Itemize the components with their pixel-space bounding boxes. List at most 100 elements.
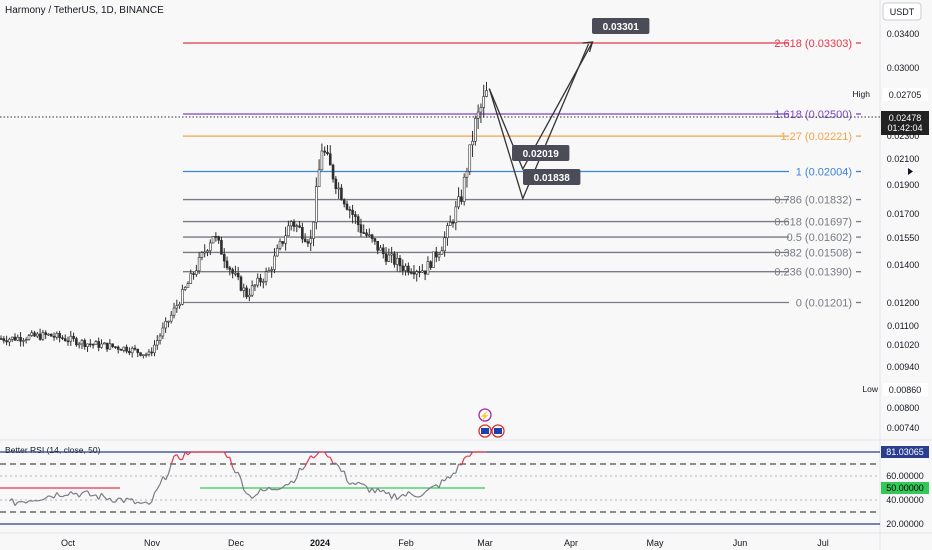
rsi-line-segment [282, 484, 287, 488]
projection-label-box [512, 145, 570, 161]
rsi-line-segment [170, 455, 175, 465]
candle-body [387, 254, 391, 262]
candle-body [390, 253, 393, 256]
fib-level-label: 0.5 (0.01602) [787, 232, 852, 244]
rsi-line-segment [181, 451, 186, 460]
rsi-line-segment [240, 478, 245, 491]
candle-body [326, 151, 329, 155]
rsi-line-segment [254, 493, 259, 497]
candle-body [418, 271, 421, 274]
candle-body [409, 272, 413, 274]
rsi-line-segment [78, 492, 83, 498]
candle-body [479, 107, 483, 113]
rsi-line-segment [87, 490, 91, 497]
rsi-line-segment [329, 457, 334, 464]
candle-body [172, 307, 176, 316]
candle-body [370, 234, 374, 239]
candle-body [395, 257, 399, 265]
candle-body [24, 339, 28, 341]
candle-body [295, 225, 299, 228]
candle-body [267, 270, 271, 273]
rsi-line-segment [103, 496, 108, 501]
candle-body [83, 340, 87, 347]
rsi-title: Better RSI (14, close, 50) [5, 445, 101, 455]
candle-body [468, 144, 472, 172]
candle-body [281, 241, 285, 244]
time-tick-label: 2024 [310, 538, 330, 548]
us-flag-glyph [494, 428, 502, 434]
rsi-line-segment [346, 480, 351, 485]
candle-body [356, 216, 360, 225]
rsi-line-segment [410, 493, 415, 497]
candle-body [0, 338, 3, 340]
candle-body [30, 332, 34, 336]
rsi-line-segment [419, 494, 423, 498]
price-tick-label: 0.01400 [887, 260, 920, 270]
candle-body [72, 335, 75, 339]
rsi-line-segment [388, 492, 393, 499]
rsi-line-segment [352, 482, 356, 486]
candle-body [362, 232, 366, 234]
candle-body [248, 294, 251, 298]
rsi-line-segment [349, 482, 353, 486]
rsi-line-segment [438, 479, 443, 488]
price-tick-label: 0.01700 [887, 209, 920, 219]
candle-body [426, 261, 430, 275]
price-tick-label: 0.01900 [887, 180, 920, 190]
rsi-line-segment [173, 454, 178, 457]
candle-body [407, 265, 410, 273]
high-label: High [853, 89, 871, 99]
price-tick-label: 0.00740 [887, 423, 920, 433]
rsi-line-segment [382, 489, 387, 495]
fib-level-label: 1.27 (0.02221) [780, 131, 852, 143]
projection-label-box [523, 169, 581, 185]
rsi-line-segment [363, 483, 367, 487]
candle-body [153, 344, 156, 354]
candle-body [284, 235, 287, 244]
rsi-line-segment [145, 501, 150, 505]
high-value-box [883, 88, 928, 101]
fib-level-label: 1 (0.02004) [796, 167, 852, 179]
candle-body [102, 342, 106, 345]
lightning-event-icon[interactable] [478, 408, 492, 422]
price-tick-label: 0.03000 [887, 63, 920, 73]
candle-body [236, 272, 240, 278]
currency-button[interactable] [882, 2, 922, 21]
rsi-line-segment [265, 486, 270, 491]
candle-body [178, 303, 181, 306]
rsi-current-box [881, 446, 929, 458]
rsi-line-segment [48, 495, 52, 498]
rsi-line-segment [407, 491, 412, 495]
time-tick-label: May [646, 538, 664, 548]
candle-body [164, 320, 167, 329]
candle-body [169, 314, 173, 322]
candle-body [183, 287, 187, 290]
rsi-line-segment [120, 498, 125, 504]
candle-body [384, 253, 388, 262]
candle-body [167, 320, 170, 323]
rsi-line-segment [430, 485, 434, 488]
candle-body [306, 241, 310, 244]
rsi-line-segment [95, 494, 100, 500]
candle-body [139, 352, 142, 356]
rsi-tick-label: 60.00000 [886, 471, 924, 481]
rsi-line-segment [98, 493, 103, 500]
candle-body [105, 342, 109, 350]
rsi-line-segment [335, 462, 340, 467]
candle-body [376, 240, 379, 251]
candle-body [259, 277, 262, 283]
rsi-line-segment [148, 501, 153, 505]
candle-body [270, 269, 273, 271]
projection-label-box [592, 18, 650, 34]
candle-body [114, 346, 117, 348]
candle-body [298, 225, 301, 228]
candle-body [239, 276, 243, 291]
candle-body [150, 351, 153, 354]
rsi-line-segment [368, 487, 373, 493]
time-tick-label: Nov [144, 538, 161, 548]
candle-body [323, 150, 326, 153]
candle-body [432, 251, 435, 268]
rsi-line-segment [176, 454, 181, 460]
candle-body [158, 335, 162, 341]
